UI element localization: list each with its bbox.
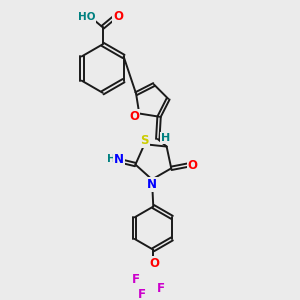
Text: O: O: [130, 110, 140, 123]
Text: H: H: [160, 133, 170, 143]
Text: O: O: [113, 10, 123, 23]
Text: F: F: [132, 274, 140, 286]
Text: HO: HO: [78, 12, 96, 22]
Text: N: N: [114, 153, 124, 166]
Text: O: O: [188, 159, 198, 172]
Text: F: F: [138, 288, 146, 300]
Text: H: H: [107, 154, 116, 164]
Text: F: F: [157, 282, 165, 296]
Text: N: N: [147, 178, 157, 191]
Text: O: O: [150, 257, 160, 270]
Text: S: S: [140, 134, 149, 147]
